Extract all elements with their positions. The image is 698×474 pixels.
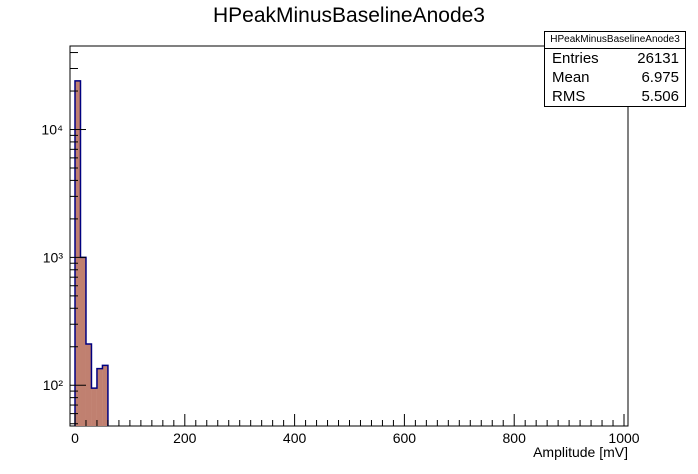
stats-box: HPeakMinusBaselineAnode3 Entries 26131 M…: [544, 31, 686, 107]
histogram-outline: [74, 80, 109, 426]
stats-label: RMS: [552, 88, 586, 105]
x-tick-label: 200: [173, 430, 197, 446]
histogram-bar: [85, 344, 92, 426]
y-tick-label: 10²: [43, 377, 64, 393]
stats-box-title: HPeakMinusBaselineAnode3: [545, 32, 685, 49]
histogram-bar: [75, 80, 81, 427]
x-tick-label: 800: [503, 430, 527, 446]
stats-label: Mean: [552, 69, 590, 86]
chart-title: HPeakMinusBaselineAnode3: [212, 4, 485, 27]
stats-value: 26131: [637, 50, 679, 67]
x-tick-label: 1000: [608, 430, 639, 446]
x-axis-label: Amplitude [mV]: [533, 444, 628, 460]
y-tick-label: 10⁴: [41, 122, 63, 138]
histogram-bar: [102, 365, 108, 426]
y-tick-label: 10³: [43, 249, 64, 265]
stats-value: 5.506: [641, 88, 679, 105]
stats-row-mean: Mean 6.975: [545, 68, 685, 87]
stats-row-entries: Entries 26131: [545, 49, 685, 68]
stats-value: 6.975: [641, 69, 679, 86]
x-tick-label: 400: [283, 430, 307, 446]
histogram-bar: [96, 368, 103, 426]
stats-label: Entries: [552, 50, 599, 67]
stats-row-rms: RMS 5.506: [545, 87, 685, 106]
histogram-bar: [91, 388, 97, 426]
histogram-bar: [80, 257, 86, 426]
x-tick-label: 600: [393, 430, 417, 446]
x-tick-label: 0: [71, 430, 79, 446]
